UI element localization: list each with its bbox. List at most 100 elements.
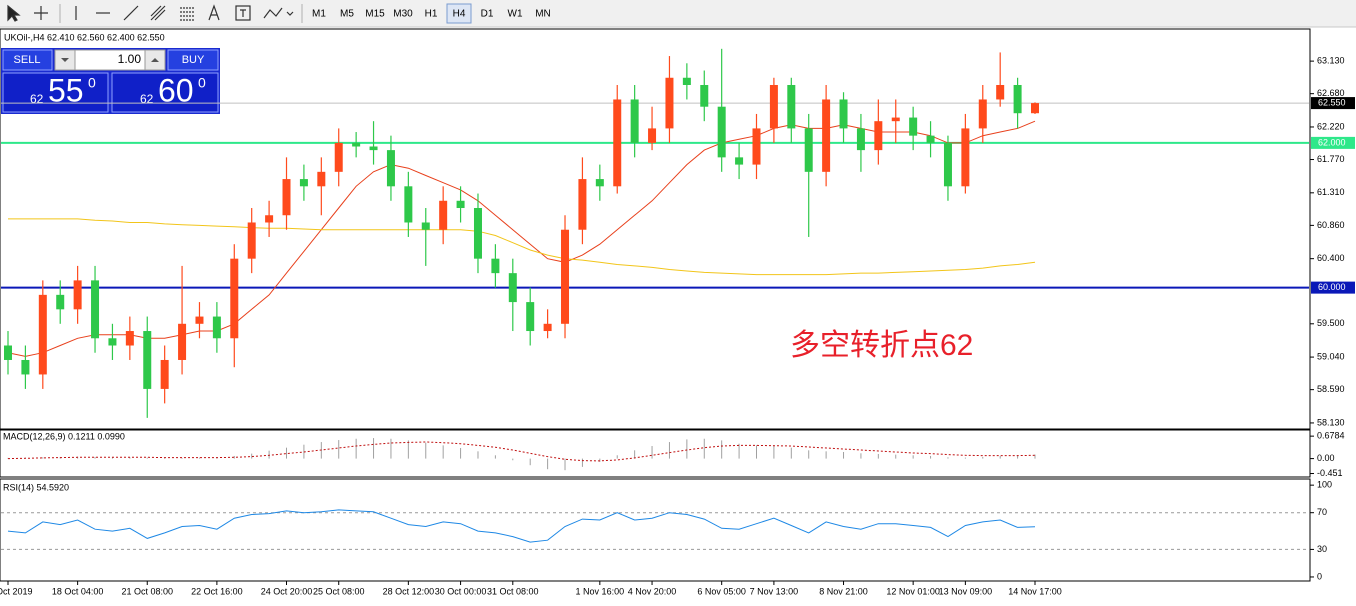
candle-body bbox=[352, 142, 361, 147]
x-tick-label: 6 Nov 05:00 bbox=[697, 586, 746, 596]
timeframe-button[interactable]: W1 bbox=[508, 9, 523, 20]
lot-value: 1.00 bbox=[118, 52, 142, 66]
text-tool[interactable] bbox=[208, 4, 220, 21]
y-tick-label: 61.770 bbox=[1317, 154, 1345, 164]
candle-body bbox=[996, 84, 1005, 100]
x-tick-label: 22 Oct 16:00 bbox=[191, 586, 243, 596]
bid-box[interactable] bbox=[2, 72, 109, 113]
y-tick-label: 61.310 bbox=[1317, 187, 1345, 197]
timeframe-button[interactable]: M30 bbox=[393, 9, 413, 20]
last-price-label: 62.550 bbox=[1318, 97, 1346, 107]
buy-label: BUY bbox=[182, 54, 205, 66]
timeframe-button[interactable]: M1 bbox=[312, 9, 326, 20]
x-tick-label: 13 Nov 09:00 bbox=[939, 586, 993, 596]
x-tick-label: 1 Nov 16:00 bbox=[576, 586, 625, 596]
rsi-title: RSI(14) 54.5920 bbox=[3, 482, 69, 492]
candle-body bbox=[108, 338, 117, 346]
channel-tool[interactable] bbox=[150, 5, 166, 21]
candle-body bbox=[630, 99, 639, 143]
candle-body bbox=[247, 222, 256, 259]
y-tick-label: 0.6784 bbox=[1317, 431, 1345, 441]
y-tick-label: -0.451 bbox=[1317, 468, 1343, 478]
timeframe-button[interactable]: H4 bbox=[453, 9, 466, 20]
timeframe-button[interactable]: H1 bbox=[425, 9, 438, 20]
candle-body bbox=[508, 273, 517, 303]
candle-body bbox=[21, 359, 30, 375]
candle-body bbox=[717, 106, 726, 158]
bid-big-figure: 62 bbox=[30, 92, 44, 106]
y-tick-label: 62.220 bbox=[1317, 121, 1345, 131]
timeframe-button[interactable]: MN bbox=[535, 9, 551, 20]
candle-body bbox=[1013, 84, 1022, 114]
rsi-line bbox=[7, 509, 1036, 543]
candle-body bbox=[56, 294, 65, 310]
candle-body bbox=[700, 84, 709, 107]
ask-point: 0 bbox=[198, 75, 206, 91]
trendline-tool[interactable] bbox=[123, 5, 139, 21]
candle-body bbox=[665, 77, 674, 129]
candle-body bbox=[369, 146, 378, 151]
candle-body bbox=[752, 128, 761, 165]
candle-body bbox=[613, 99, 622, 187]
x-tick-label: 25 Oct 08:00 bbox=[313, 586, 365, 596]
timeframe-button[interactable]: M15 bbox=[365, 9, 385, 20]
candle-body bbox=[160, 359, 169, 389]
level-price-box bbox=[1311, 281, 1355, 294]
candle-body bbox=[943, 142, 952, 187]
y-tick-label: 58.590 bbox=[1317, 384, 1345, 394]
ask-box[interactable] bbox=[111, 72, 219, 113]
candle-body bbox=[787, 84, 796, 129]
label-tool-glyph bbox=[240, 9, 246, 17]
label-tool[interactable] bbox=[235, 5, 251, 21]
crosshair-tool[interactable] bbox=[34, 6, 48, 20]
x-tick-label: 18 Oct 04:00 bbox=[52, 586, 104, 596]
ask-pips: 60 bbox=[158, 72, 194, 108]
candle-body bbox=[822, 99, 831, 172]
candle-body bbox=[543, 323, 552, 332]
candle-body bbox=[735, 157, 744, 165]
x-tick-label: 14 Nov 17:00 bbox=[1008, 586, 1062, 596]
sell-button[interactable] bbox=[2, 49, 53, 71]
timeframe-button[interactable]: M5 bbox=[340, 9, 354, 20]
y-tick-label: 59.500 bbox=[1317, 318, 1345, 328]
x-tick-label: 8 Nov 21:00 bbox=[819, 586, 868, 596]
candle-body bbox=[839, 99, 848, 129]
arrows-dropdown[interactable] bbox=[286, 11, 294, 16]
candle-body bbox=[265, 215, 274, 223]
candle-body bbox=[526, 302, 535, 332]
timeframe-button[interactable]: D1 bbox=[481, 9, 494, 20]
candle-body bbox=[317, 171, 326, 187]
candle-body bbox=[178, 323, 187, 360]
candle-body bbox=[978, 99, 987, 129]
candle-body bbox=[961, 128, 970, 187]
lot-down-arrow bbox=[61, 58, 69, 62]
y-tick-label: 0 bbox=[1317, 571, 1322, 581]
x-tick-label: 30 Oct 00:00 bbox=[435, 586, 487, 596]
y-tick-label: 63.130 bbox=[1317, 55, 1345, 65]
y-tick-label: 30 bbox=[1317, 544, 1327, 554]
candle-body bbox=[926, 135, 935, 143]
macd-title: MACD(12,26,9) 0.1211 0.0990 bbox=[3, 431, 125, 441]
x-tick-label: 21 Oct 08:00 bbox=[121, 586, 173, 596]
x-tick-label: 31 Oct 08:00 bbox=[487, 586, 539, 596]
candle-body bbox=[473, 208, 482, 259]
symbol-header: UKOil-,H4 62.410 62.560 62.400 62.550 bbox=[4, 32, 165, 42]
buy-button[interactable] bbox=[167, 49, 219, 71]
candle-body bbox=[421, 222, 430, 230]
x-tick-label: 7 Nov 13:00 bbox=[750, 586, 799, 596]
last-price-box bbox=[1311, 97, 1355, 110]
y-tick-label: 58.130 bbox=[1317, 417, 1345, 427]
candle-body bbox=[909, 117, 918, 136]
x-tick-label: 24 Oct 20:00 bbox=[261, 586, 313, 596]
level-price-label: 60.000 bbox=[1318, 282, 1346, 292]
chart-layer: 63.130 62.680 62.220 61.770 61.310 60.860 60.4… bbox=[0, 48, 1355, 596]
y-tick-label: 60.400 bbox=[1317, 253, 1345, 263]
cursor-tool[interactable] bbox=[7, 4, 21, 22]
bid-pips: 55 bbox=[48, 72, 84, 108]
arrows-tool[interactable] bbox=[263, 7, 283, 19]
y-tick-label: 60.860 bbox=[1317, 220, 1345, 230]
timeframe-bar: M1 M5 M15 M30 H1 H4 D1 W1 MN bbox=[312, 3, 551, 24]
lot-up-arrow bbox=[151, 58, 159, 62]
fibo-tool[interactable] bbox=[180, 7, 194, 21]
